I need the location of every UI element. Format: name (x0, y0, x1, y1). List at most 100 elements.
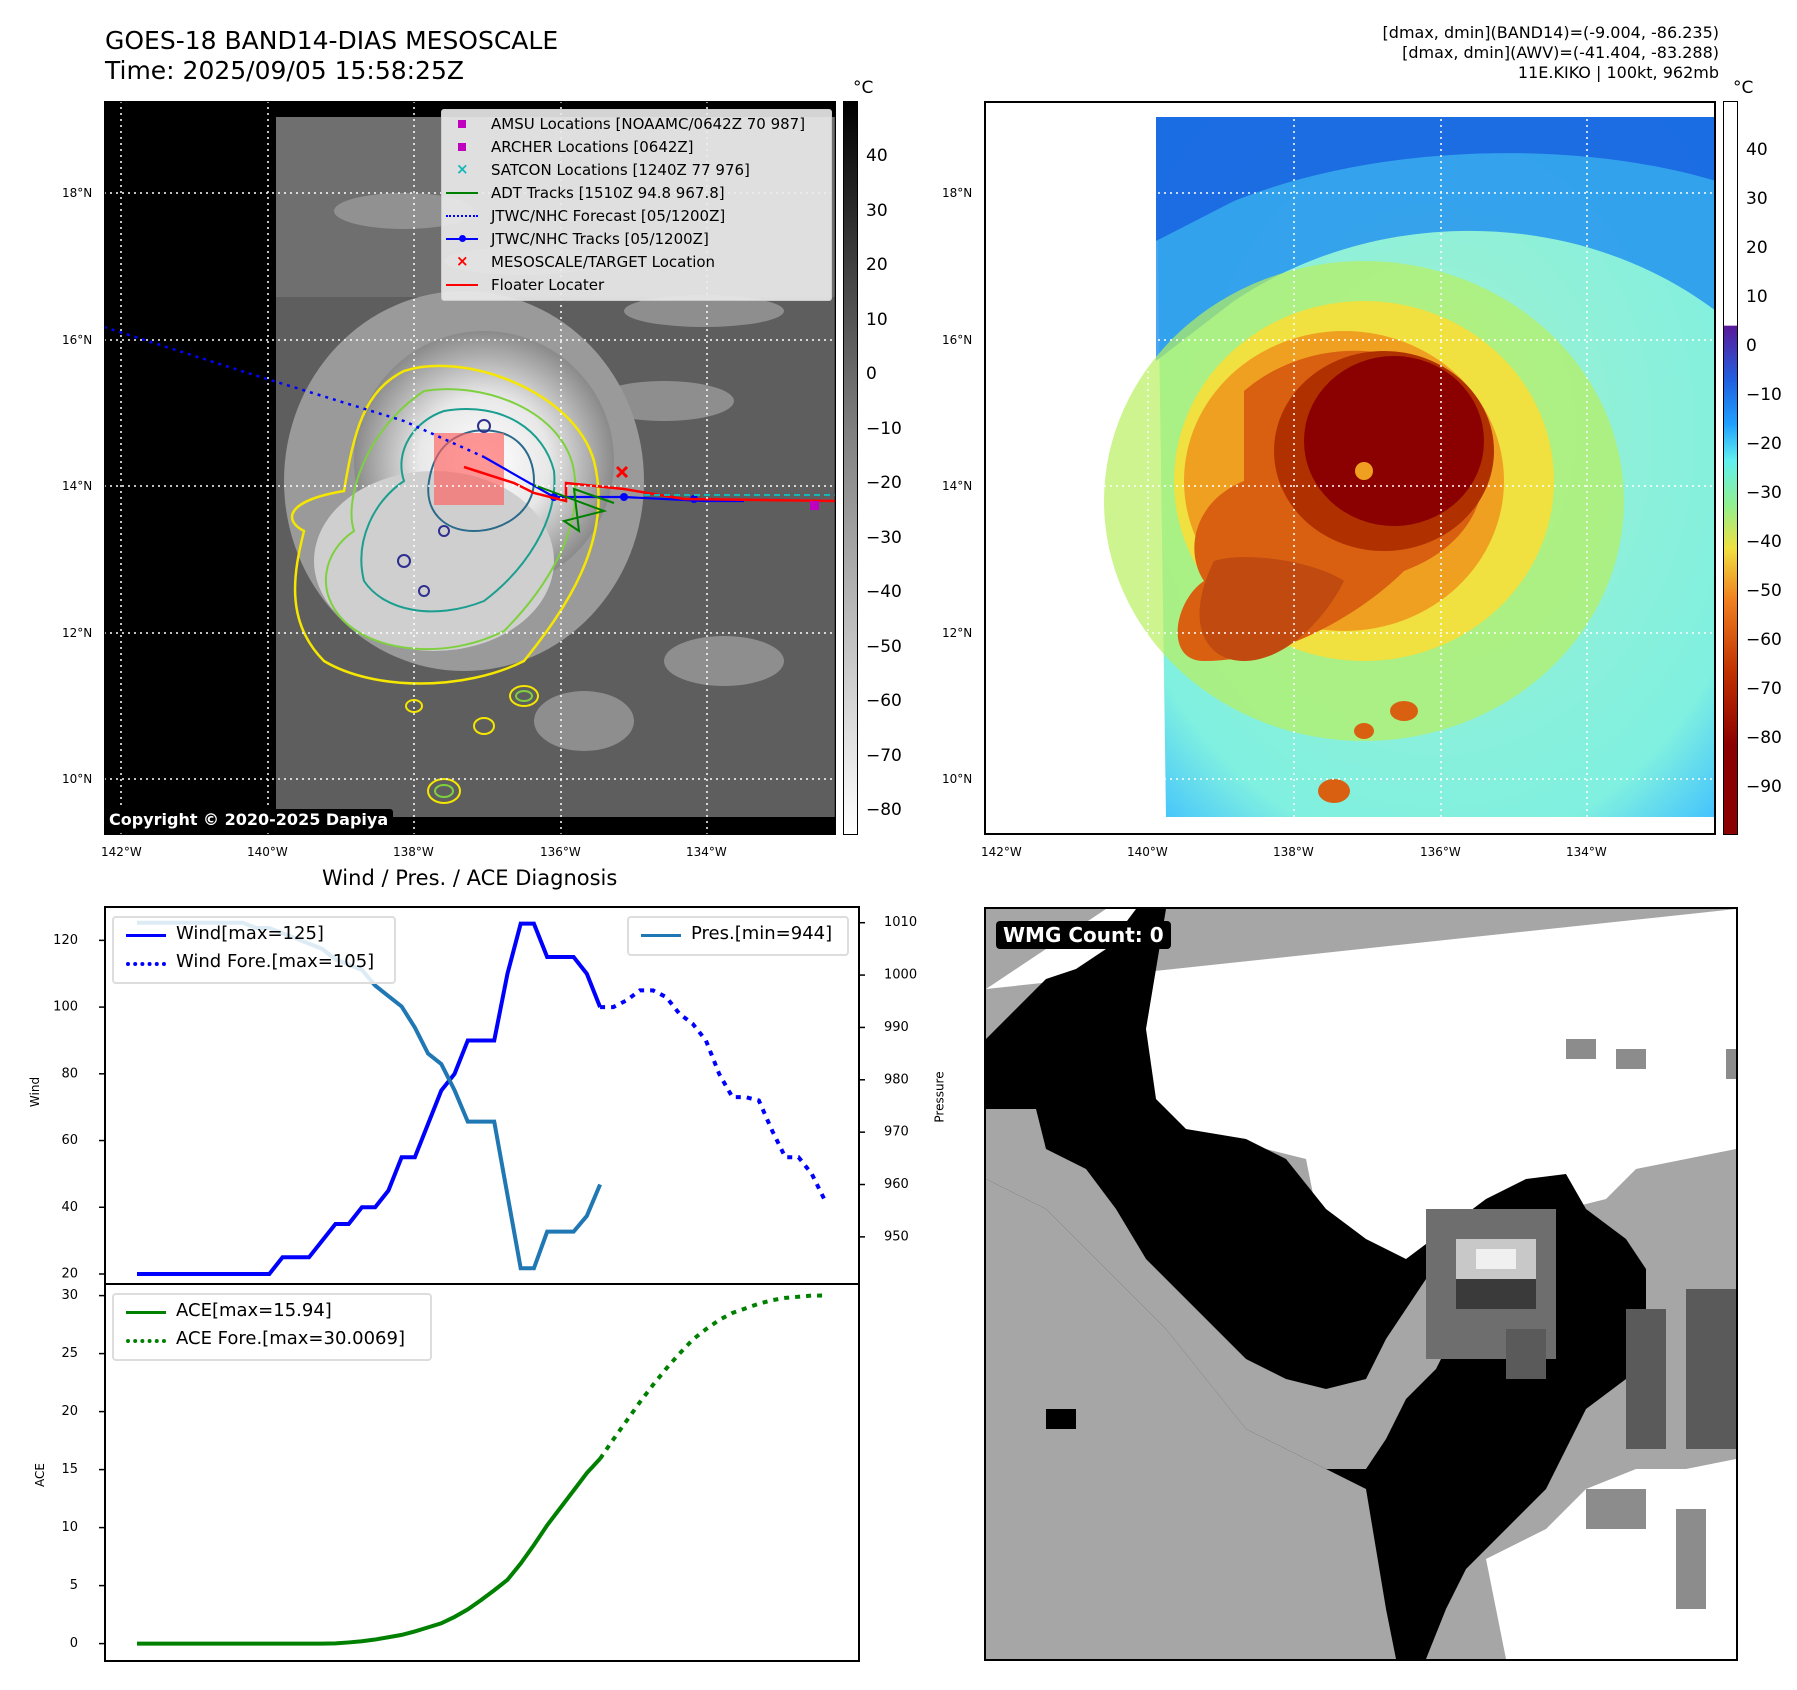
lat-label: 16°N (62, 333, 93, 347)
x-marker-icon: × (456, 252, 469, 270)
colorbar-tick-label: 20 (1746, 238, 1768, 258)
ace-forecast-line (598, 1293, 826, 1460)
bw-colorbar (843, 101, 858, 835)
colorbar-tick-label: 20 (866, 255, 888, 275)
lon-label: 140°W (247, 845, 288, 859)
legend-pressure: Pres.[min=944] (691, 923, 833, 944)
colorbar-tick-label: 0 (866, 364, 877, 384)
legend-item-forecast: JTWC/NHC Forecast [05/1200Z] (491, 207, 726, 225)
colorbar-tick-label: 40 (1746, 140, 1768, 160)
axis-tick-label: 20 (61, 1266, 78, 1281)
chart-title: GOES-18 BAND14-DIAS MESOSCALE (105, 26, 559, 55)
axis-tick-label: 40 (61, 1200, 78, 1215)
lon-label: 138°W (393, 845, 434, 859)
colorbar-tick-label: 0 (1746, 336, 1757, 356)
lon-label: 134°W (686, 845, 727, 859)
colorbar-tick-label: −50 (1746, 581, 1782, 601)
axis-tick-label: 100 (53, 1000, 78, 1015)
colorbar-tick-label: −30 (866, 527, 902, 548)
legend-wind: Wind[max=125] (176, 923, 324, 944)
colorbar-tick-label: −90 (1746, 777, 1782, 797)
awv-map-image (984, 101, 1716, 835)
axis-tick-label: 60 (61, 1133, 78, 1148)
dotted-line-icon (446, 215, 478, 217)
colorbar-tick-label: −70 (866, 745, 902, 766)
axis-tick-label: 1010 (884, 915, 917, 930)
lon-label: 138°W (1273, 845, 1314, 859)
copyright-label: Copyright © 2020-2025 Dapiya (104, 809, 394, 830)
line-marker-icon (641, 934, 681, 937)
axis-tick-label: 5 (70, 1578, 78, 1593)
axis-tick-label: 25 (61, 1346, 78, 1361)
lon-label: 140°W (1127, 845, 1168, 859)
axis-tick-label: 1000 (884, 968, 917, 983)
axis-tick-label: 80 (61, 1066, 78, 1081)
lat-label: 16°N (942, 333, 973, 347)
awv-map-panel (984, 101, 1716, 835)
chart-time: Time: 2025/09/05 15:58:25Z (105, 56, 464, 85)
axis-tick-label: 120 (53, 933, 78, 948)
square-marker-icon (458, 120, 466, 128)
pressure-legend: Pres.[min=944] (627, 916, 849, 956)
legend-item-mesoscale: MESOSCALE/TARGET Location (491, 253, 716, 271)
colorbar-tick-label: 10 (866, 309, 888, 330)
line-marker-icon (446, 284, 478, 286)
lat-label: 12°N (62, 626, 93, 640)
wmg-count-label: WMG Count: 0 (996, 921, 1171, 949)
colorbar-tick-label: −40 (1746, 532, 1782, 552)
axis-tick-label: 950 (884, 1229, 909, 1244)
axis-tick-label: 10 (61, 1520, 78, 1535)
ace-line (137, 1457, 602, 1646)
lon-label: 136°W (540, 845, 581, 859)
legend-item-tracks: JTWC/NHC Tracks [05/1200Z] (491, 230, 709, 248)
colorbar-unit: °C (853, 78, 874, 98)
colorbar-tick-label: −70 (1746, 679, 1782, 699)
colorbar-tick-label: 30 (866, 200, 888, 221)
colorbar-tick-label: −40 (866, 582, 902, 602)
ace-legend: ACE[max=15.94] ACE Fore.[max=30.0069] (112, 1293, 432, 1361)
colorbar-tick-label: −80 (1746, 728, 1782, 748)
wind-axis-label: Wind (28, 1076, 43, 1108)
colorbar-tick-label: −60 (866, 691, 902, 711)
legend-wind-forecast: Wind Fore.[max=105] (176, 951, 375, 972)
legend-item-archer: ARCHER Locations [0642Z] (491, 138, 694, 156)
line-marker-icon (126, 1311, 166, 1314)
dotted-line-icon (126, 962, 166, 966)
colorbar-tick-label: 10 (1746, 287, 1768, 307)
lon-label: 134°W (1566, 845, 1607, 859)
ir-map-panel: AMSU Locations [NOAAMC/0642Z 70 987] ARC… (104, 101, 836, 835)
lat-label: 10°N (62, 772, 93, 786)
lat-label: 18°N (942, 186, 973, 200)
x-marker-icon: × (456, 160, 469, 178)
colorbar-tick-label: −50 (866, 636, 902, 657)
lat-label: 18°N (62, 186, 93, 200)
colorbar-tick-label: −20 (1746, 434, 1782, 454)
lat-label: 10°N (942, 772, 973, 786)
lon-label: 142°W (101, 845, 142, 859)
colorbar-tick-label: −10 (866, 418, 902, 439)
lat-label: 14°N (942, 479, 973, 493)
colorbar-unit: °C (1733, 78, 1754, 98)
diag-line-1: [dmax, dmin](BAND14)=(-9.004, -86.235) (1382, 23, 1719, 42)
axis-tick-label: 20 (61, 1404, 78, 1419)
legend-item-satcon: SATCON Locations [1240Z 77 976] (491, 161, 750, 179)
lon-label: 142°W (981, 845, 1022, 859)
colorbar-tick-label: 40 (866, 146, 888, 166)
lon-label: 136°W (1420, 845, 1461, 859)
axis-tick-label: 15 (61, 1462, 78, 1477)
axis-tick-label: 980 (884, 1072, 909, 1087)
colorbar-tick-label: −10 (1746, 385, 1782, 405)
line-dot-icon (446, 235, 478, 242)
awv-colorbar (1723, 101, 1738, 835)
axis-tick-label: 30 (61, 1288, 78, 1303)
legend-ace: ACE[max=15.94] (176, 1300, 332, 1321)
colorbar-tick-label: −30 (1746, 483, 1782, 503)
map-legend: AMSU Locations [NOAAMC/0642Z 70 987] ARC… (441, 109, 832, 301)
pressure-axis-label: Pressure (932, 1071, 947, 1123)
wmg-image (986, 909, 1736, 1659)
diag-line-3: 11E.KIKO | 100kt, 962mb (1517, 63, 1719, 82)
axis-tick-label: 990 (884, 1020, 909, 1035)
line-marker-icon (446, 192, 478, 194)
colorbar-tick-label: 30 (1746, 189, 1768, 209)
legend-ace-forecast: ACE Fore.[max=30.0069] (176, 1328, 405, 1349)
